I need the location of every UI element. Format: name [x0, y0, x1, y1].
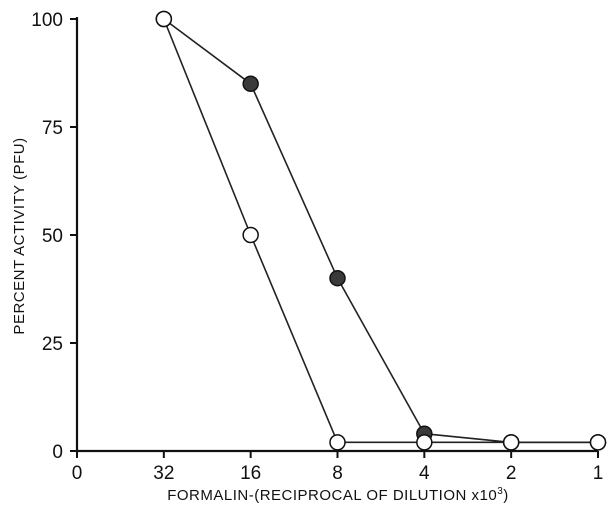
x-tick-label-0: 0 [72, 463, 83, 484]
series-2-point-32 [155, 10, 173, 28]
x-axis-title: FORMALIN-(RECIPROCAL OF DILUTION x103) [167, 486, 509, 504]
series-2-point-8 [329, 434, 346, 451]
x-tick-label-2: 2 [506, 463, 517, 484]
y-tick-label-25: 25 [42, 334, 63, 355]
series-1-line [163, 18, 598, 444]
x-tick-label-8: 8 [332, 463, 343, 484]
x-tick-label-16: 16 [240, 463, 261, 484]
axes: 0 25 50 75 100 0 32 16 8 4 2 1 [31, 10, 603, 484]
x-tick-label-32: 32 [153, 463, 174, 484]
series-2-line [163, 18, 598, 444]
series-2-point-1 [589, 434, 607, 451]
series-1-point-16 [242, 75, 259, 93]
y-tick-label-75: 75 [42, 118, 63, 139]
x-tick-label-1: 1 [593, 463, 604, 484]
series-layer [155, 10, 607, 451]
y-tick-label-0: 0 [52, 442, 63, 463]
series-2-point-16 [242, 226, 259, 244]
series-2-point-4 [416, 434, 433, 451]
y-tick-label-50: 50 [42, 226, 63, 247]
x-axis-title-superscript: 3 [497, 486, 503, 497]
series-2-point-2 [502, 434, 520, 451]
series-1-point-8 [329, 269, 346, 287]
x-axis-title-close: ) [503, 487, 509, 504]
x-tick-label-4: 4 [419, 463, 430, 484]
y-tick-label-100: 100 [31, 10, 63, 31]
y-axis-title: PERCENT ACTIVITY (PFU) [11, 137, 28, 334]
x-axis-title-main: FORMALIN-(RECIPROCAL OF DILUTION x10 [167, 487, 497, 504]
